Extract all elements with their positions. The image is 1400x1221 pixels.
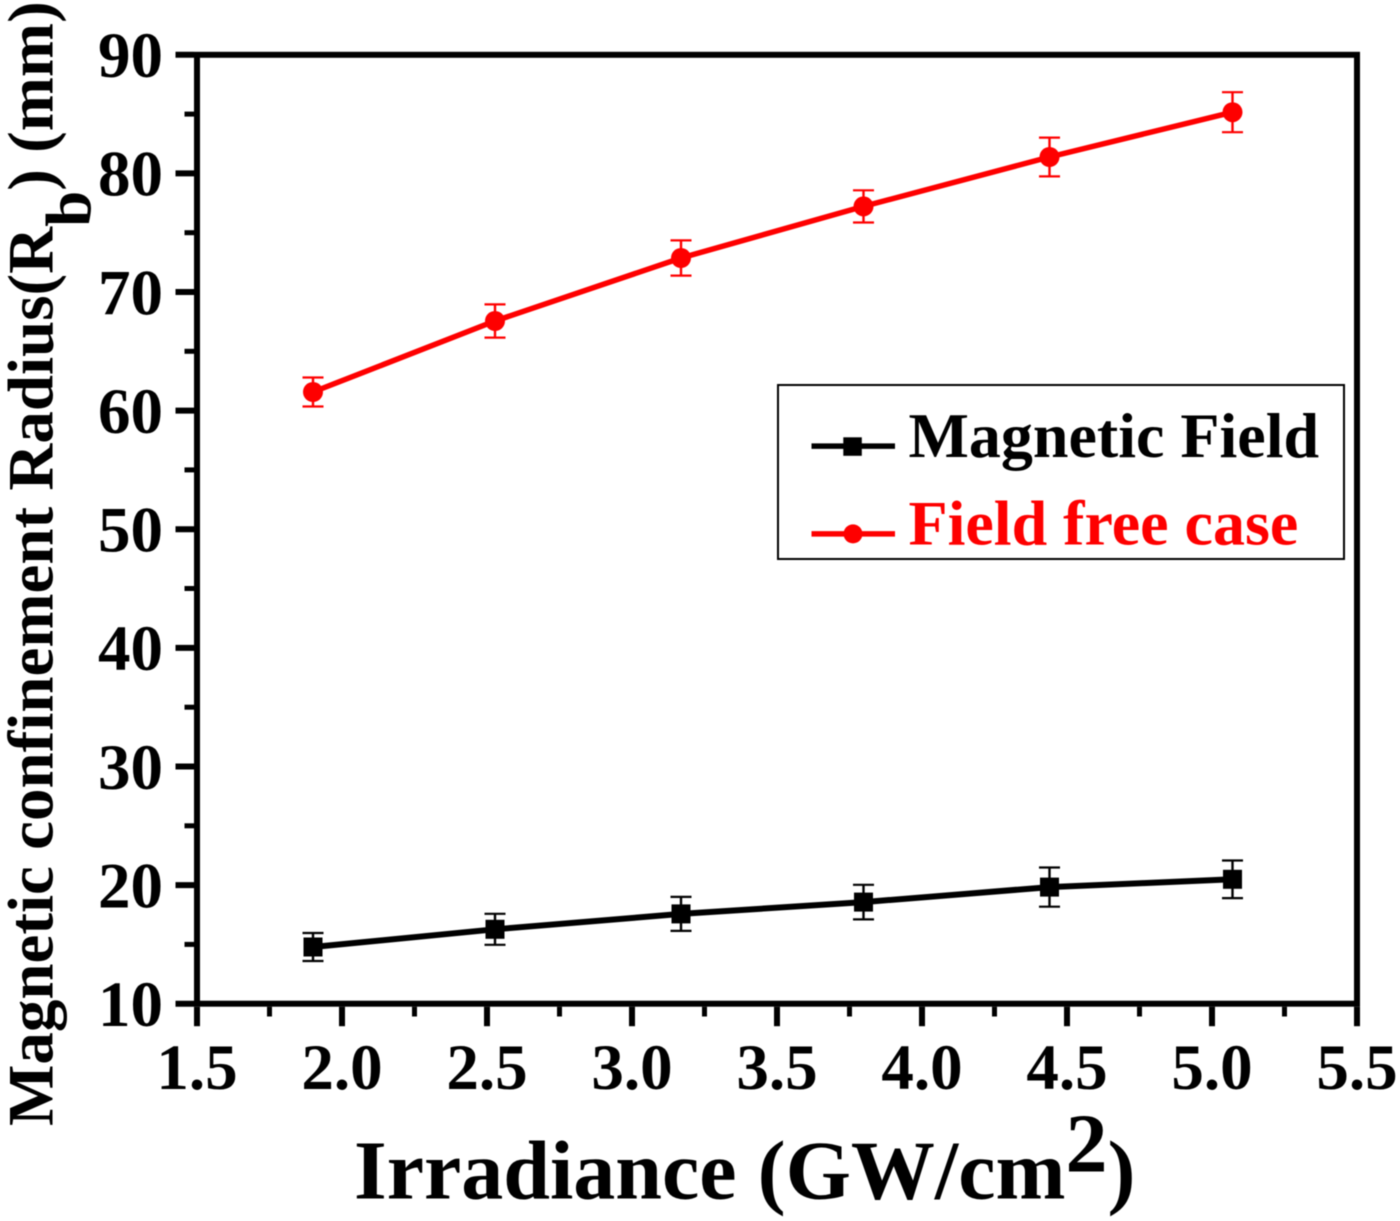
svg-text:50: 50	[98, 495, 163, 567]
svg-text:3.0: 3.0	[591, 1032, 672, 1104]
svg-text:10: 10	[98, 969, 163, 1041]
svg-text:20: 20	[98, 850, 163, 922]
svg-text:4.0: 4.0	[881, 1032, 962, 1104]
svg-text:2.5: 2.5	[446, 1032, 527, 1104]
svg-text:40: 40	[98, 613, 163, 685]
svg-text:5.5: 5.5	[1316, 1032, 1397, 1104]
svg-text:90: 90	[98, 20, 163, 92]
svg-text:3.5: 3.5	[736, 1032, 817, 1104]
svg-text:30: 30	[98, 732, 163, 804]
svg-text:2.0: 2.0	[301, 1032, 382, 1104]
svg-text:70: 70	[98, 257, 163, 329]
svg-text:80: 80	[98, 139, 163, 211]
svg-text:4.5: 4.5	[1026, 1032, 1107, 1104]
svg-text:5.0: 5.0	[1171, 1032, 1252, 1104]
svg-text:Field free case: Field free case	[909, 488, 1299, 559]
svg-text:60: 60	[98, 376, 163, 448]
svg-text:Magnetic Field: Magnetic Field	[909, 400, 1320, 471]
svg-text:1.5: 1.5	[156, 1032, 237, 1104]
svg-text:Irradiance (GW/cm2): Irradiance (GW/cm2)	[354, 1098, 1135, 1218]
svg-text:Magnetic confinement Radius(Rb: Magnetic confinement Radius(Rb) (mm)	[0, 1, 105, 1126]
